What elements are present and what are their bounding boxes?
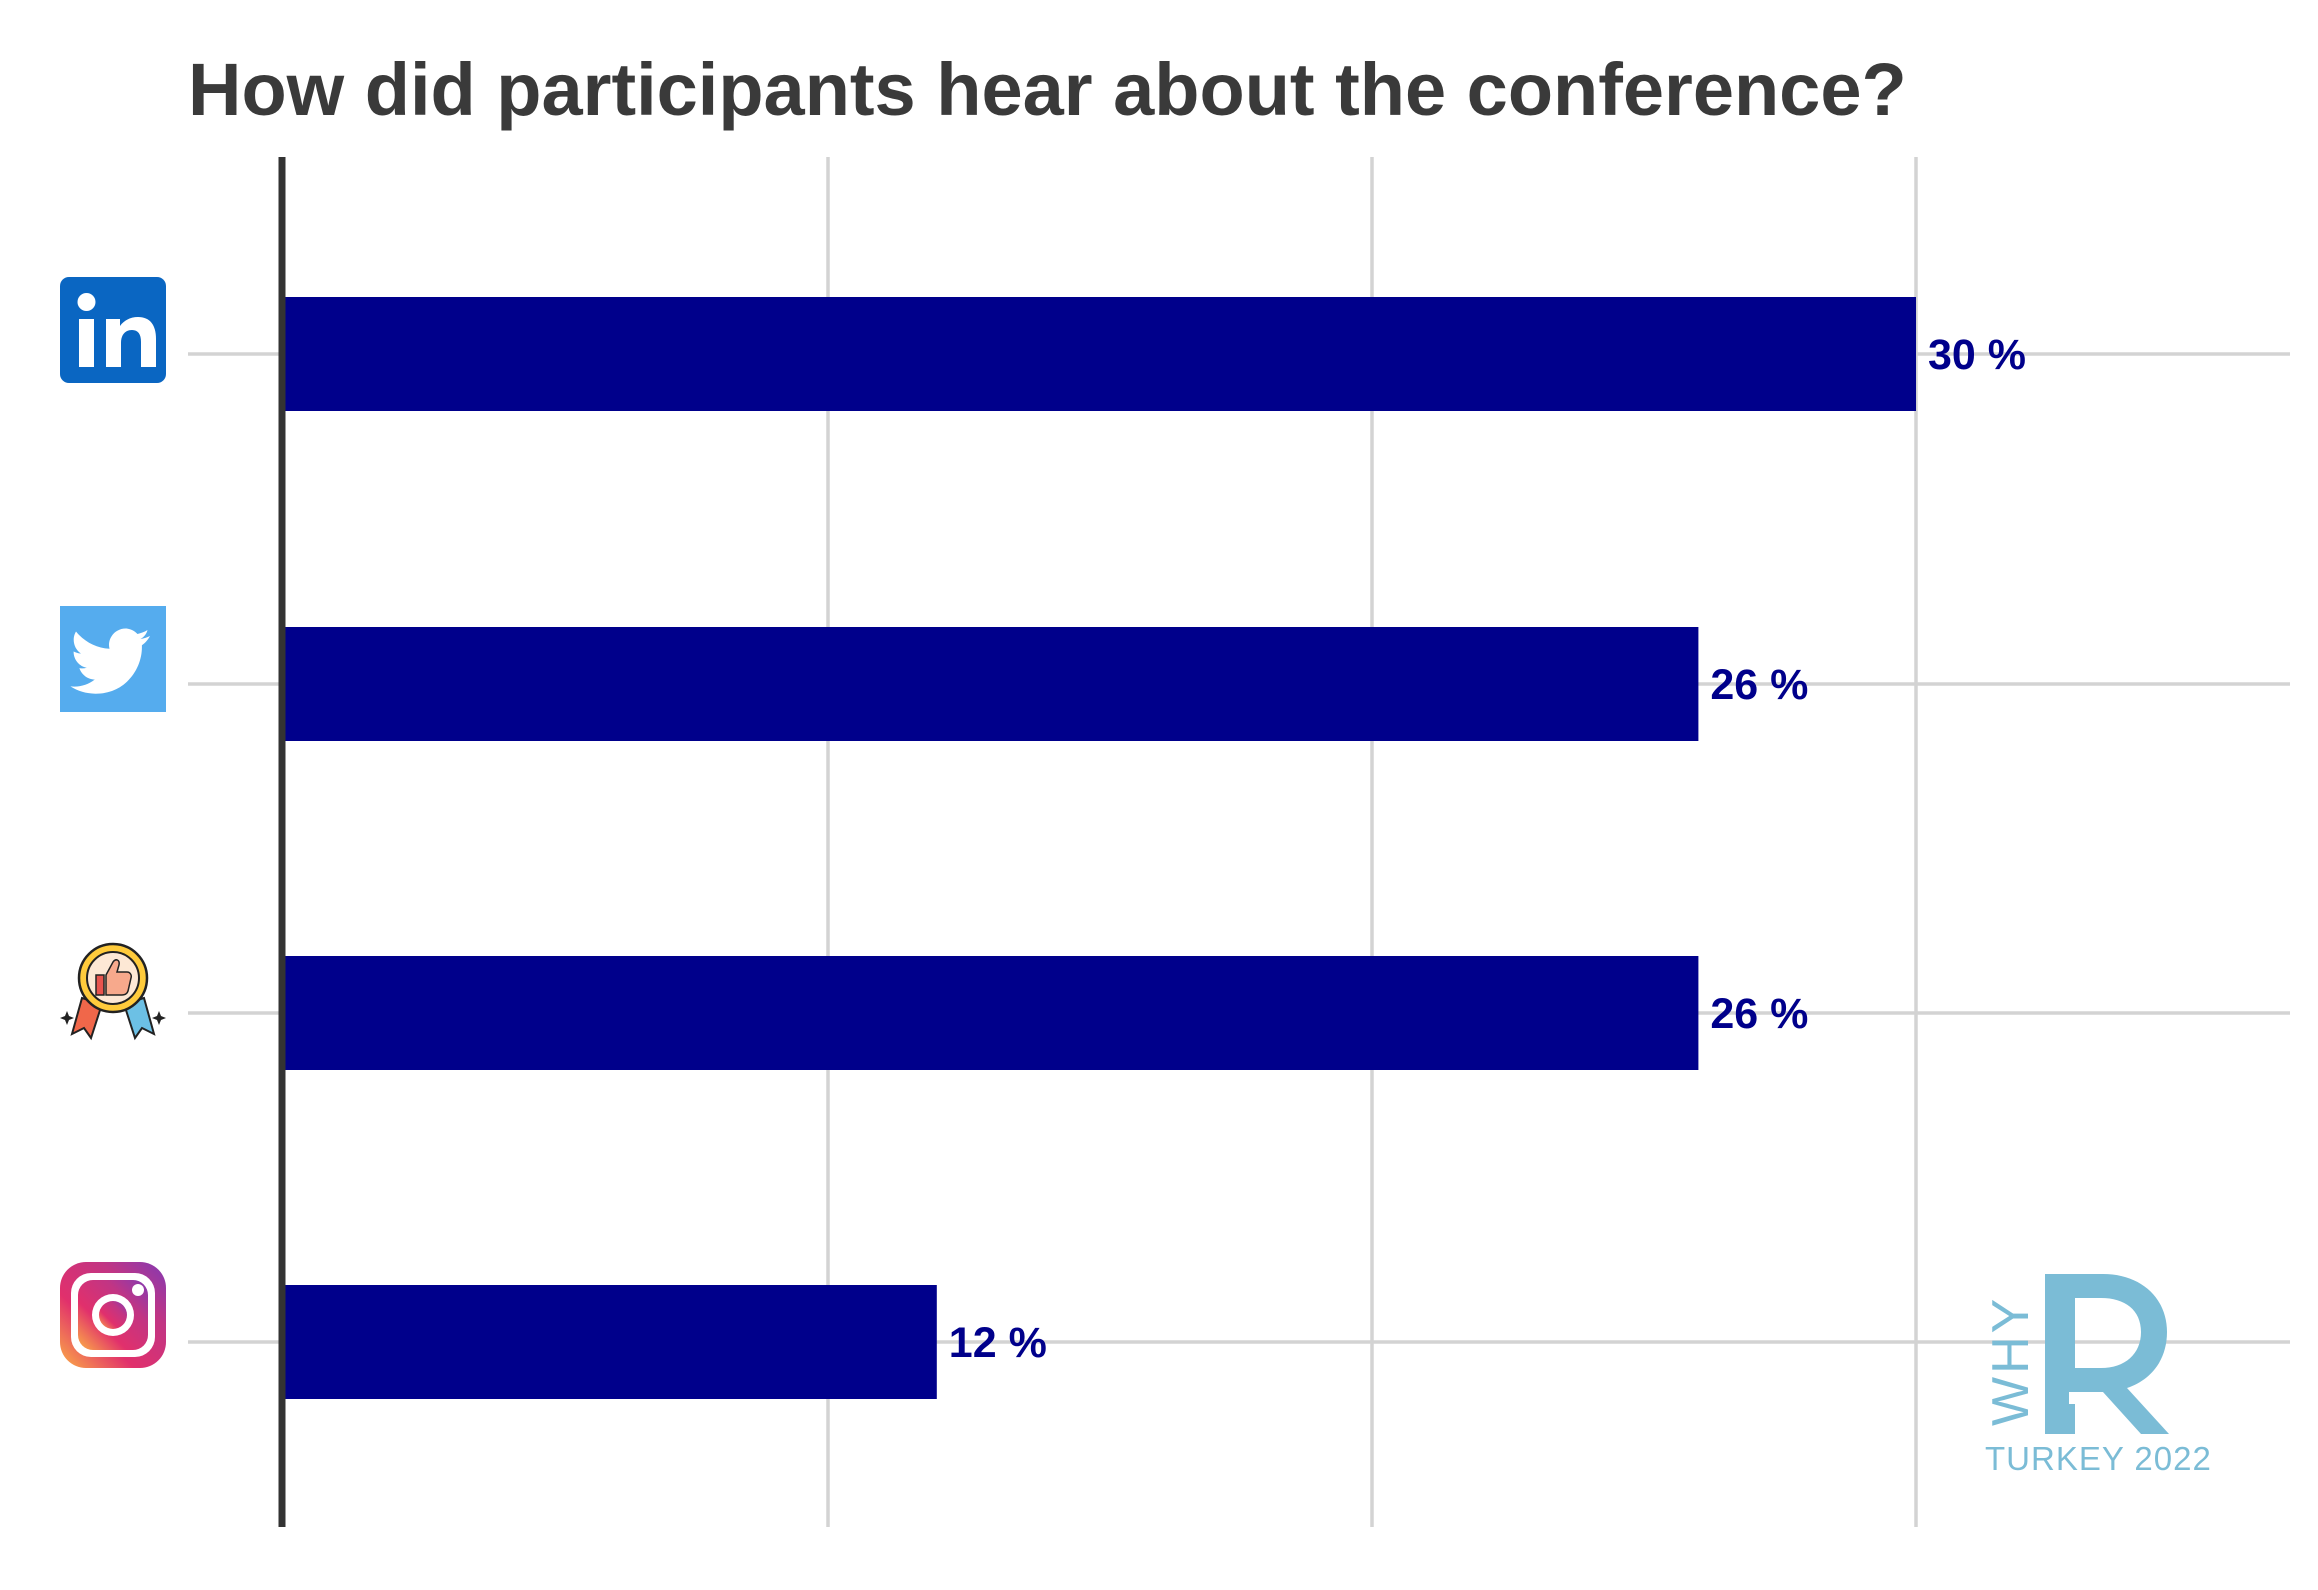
logo-caption: TURKEY 2022 [1985, 1440, 2212, 1477]
logo-why-text: WHY [1982, 1296, 2040, 1426]
value-label-recommendation-badge: 26 % [1710, 990, 1808, 1038]
logo-r-letter [2045, 1274, 2169, 1434]
instagram-icon [60, 1262, 166, 1368]
linkedin-icon [60, 277, 166, 383]
bar-linkedin [284, 297, 1916, 411]
value-label-instagram: 12 % [949, 1319, 1047, 1367]
why-r-turkey-logo: WHY TURKEY 2022 [1982, 1274, 2212, 1477]
logo-block-a [2045, 1274, 2075, 1368]
bar-recommendation-badge [284, 956, 1699, 1070]
recommendation-badge-icon [60, 942, 166, 1041]
chart-title: How did participants hear about the conf… [188, 48, 1907, 131]
logo-block-b [2045, 1404, 2075, 1434]
bar-twitter [284, 627, 1699, 741]
bar-layer [284, 297, 1916, 1399]
bar-instagram [284, 1285, 937, 1399]
value-label-layer: 30 % 26 % 26 % 12 % [949, 331, 2026, 1367]
value-label-twitter: 26 % [1710, 661, 1808, 709]
value-label-linkedin: 30 % [1928, 331, 2026, 379]
twitter-icon [60, 606, 166, 712]
